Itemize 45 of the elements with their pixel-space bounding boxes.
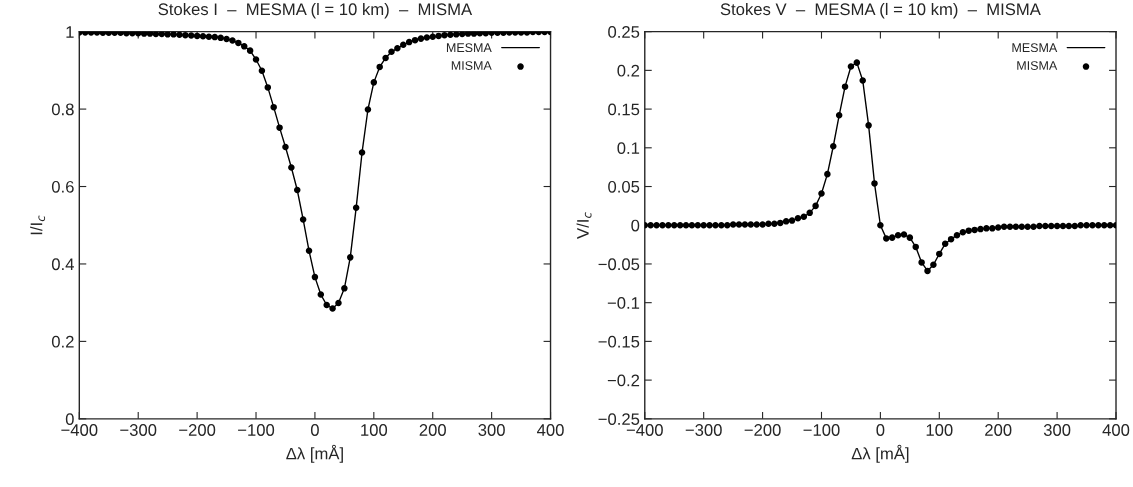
x-tick-label: 0 bbox=[310, 424, 319, 436]
y-tick-label: 0.8 bbox=[51, 103, 74, 116]
y-tick-label: −0.2 bbox=[607, 374, 640, 387]
x-axis-title: Δλ [mÅ] bbox=[286, 444, 343, 463]
x-axis-title: Δλ [mÅ] bbox=[851, 444, 909, 463]
x-tick-label: −200 bbox=[744, 424, 781, 436]
y-axis-title: I/I$_{c}$ bbox=[30, 215, 46, 235]
x-tick-label: 200 bbox=[419, 424, 446, 436]
y-tick-label: 0.2 bbox=[617, 64, 640, 77]
y-tick-label: −0.25 bbox=[598, 413, 640, 426]
chart-title: Stokes V – MESMA (l = 10 km) – MISMA bbox=[720, 2, 1041, 19]
y-axis-title: V/I$_{c}$ bbox=[576, 212, 592, 239]
x-tick-label: −100 bbox=[238, 424, 275, 436]
x-tick-label: 400 bbox=[1102, 424, 1130, 436]
y-tick-label: −0.05 bbox=[598, 258, 640, 271]
y-tick-label: 0 bbox=[631, 219, 640, 232]
y-tick-label: 1 bbox=[66, 26, 74, 38]
y-tick-label: −0.1 bbox=[607, 297, 640, 309]
x-tick-label: 200 bbox=[985, 424, 1012, 436]
y-tick-label: 0.15 bbox=[608, 103, 640, 116]
legend-label: MESMA bbox=[1012, 43, 1058, 53]
legend-label: MISMA bbox=[451, 61, 492, 70]
x-tick-label: −200 bbox=[179, 424, 216, 436]
legend-label: MESMA bbox=[446, 43, 492, 53]
y-tick-label: 0 bbox=[65, 413, 74, 426]
x-tick-label: 100 bbox=[361, 424, 388, 436]
x-tick-label: 300 bbox=[1043, 424, 1071, 436]
y-tick-label: 0.6 bbox=[51, 180, 74, 193]
x-tick-label: 300 bbox=[478, 424, 505, 436]
y-tick-label: 0.25 bbox=[608, 26, 640, 38]
x-tick-label: −400 bbox=[626, 424, 663, 436]
y-tick-label: 0.2 bbox=[51, 335, 74, 348]
chart-title: Stokes I – MESMA (l = 10 km) – MISMA bbox=[158, 2, 473, 19]
x-tick-label: −300 bbox=[120, 424, 157, 436]
y-tick-label: −0.15 bbox=[598, 335, 640, 348]
y-tick-label: 0.1 bbox=[617, 142, 640, 155]
x-tick-label: 100 bbox=[926, 424, 953, 436]
x-tick-label: −400 bbox=[61, 424, 98, 436]
y-tick-label: 0.4 bbox=[51, 258, 74, 271]
x-tick-label: −100 bbox=[803, 424, 840, 436]
x-tick-label: 0 bbox=[876, 424, 885, 436]
y-tick-label: 0.05 bbox=[608, 180, 640, 193]
x-tick-label: 400 bbox=[537, 424, 564, 436]
x-tick-label: −300 bbox=[685, 424, 722, 436]
legend-label: MISMA bbox=[1017, 61, 1058, 70]
